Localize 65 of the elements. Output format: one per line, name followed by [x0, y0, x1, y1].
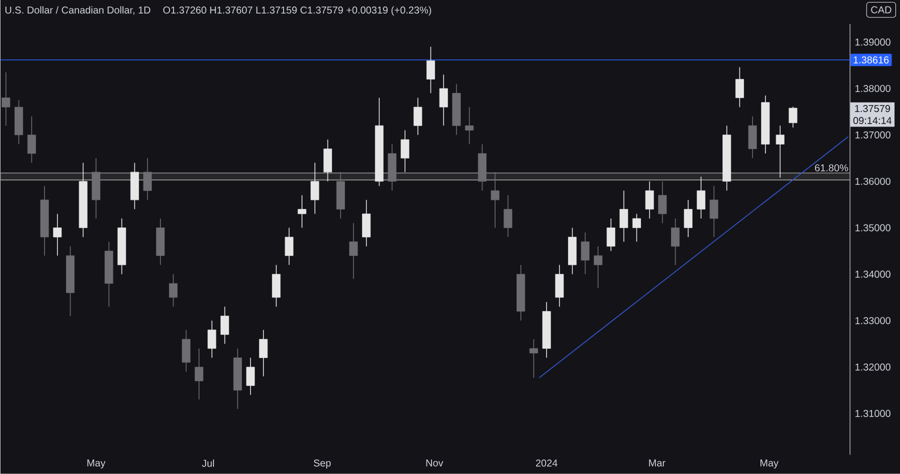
candlestick — [426, 46, 435, 94]
candlestick — [735, 66, 744, 108]
y-tick-label: 1.33000 — [855, 317, 890, 324]
candlestick — [529, 338, 538, 378]
candlestick — [776, 125, 784, 178]
candlestick — [194, 348, 204, 400]
candlestick — [620, 190, 628, 242]
candlestick — [2, 72, 10, 126]
candlestick — [27, 116, 36, 164]
ref-line-label: 1.38616 — [854, 56, 889, 64]
y-tick-label: 1.31000 — [855, 410, 890, 418]
candlestick — [400, 130, 410, 173]
candlestick — [324, 139, 332, 182]
x-tick-label: 2024 — [536, 460, 558, 467]
candlestick — [632, 214, 641, 242]
candlestick — [710, 186, 718, 238]
x-tick-label: Nov — [426, 460, 444, 467]
candlestick — [349, 222, 358, 280]
candlestick — [272, 264, 280, 308]
y-tick-label: 1.34000 — [855, 270, 890, 278]
candlestick — [580, 232, 590, 275]
candlestick — [53, 214, 62, 256]
candlestick — [606, 218, 616, 252]
candlestick — [246, 357, 255, 396]
candlestick — [284, 227, 294, 266]
candlestick — [220, 306, 230, 344]
x-tick-label: Jul — [202, 460, 214, 467]
candlestick — [671, 218, 680, 266]
y-tick-label: 1.38000 — [855, 85, 890, 92]
x-tick-label: Sep — [314, 460, 331, 469]
y-tick-label: 1.39000 — [855, 38, 890, 46]
x-tick-label: May — [760, 460, 779, 469]
y-tick-label: 1.37000 — [855, 132, 890, 139]
candlestick — [645, 181, 654, 219]
candlestick — [182, 330, 190, 372]
candlestick — [490, 172, 500, 228]
text: 1.37579 — [855, 105, 890, 112]
text: 09:14:14 — [853, 117, 892, 124]
candlestick — [788, 106, 798, 128]
candlestick — [362, 200, 371, 247]
candlestick — [143, 158, 152, 200]
x-tick-label: May — [87, 460, 106, 469]
band-label: 61.80% — [815, 164, 848, 172]
candlestick — [555, 264, 564, 308]
y-tick-label: 1.36000 — [855, 178, 890, 186]
candlestick — [298, 194, 306, 228]
candlestick — [414, 98, 422, 136]
candlestick — [594, 246, 602, 289]
text: CAD — [871, 6, 892, 14]
candlestick — [684, 200, 692, 238]
x-tick-label: Mar — [649, 460, 666, 467]
candlestick — [169, 274, 178, 308]
candlestick — [208, 320, 216, 358]
y-tick-label: 1.32000 — [855, 364, 890, 371]
chart-title: U.S. Dollar / Canadian Dollar, 1D — [5, 6, 150, 15]
candlestick — [658, 181, 667, 224]
candlestick — [439, 74, 448, 126]
chart-subtitle: O1.37260 H1.37607 L1.37159 C1.37579 +0.00319 (+0.23%) — [163, 6, 432, 16]
candlestick — [696, 176, 706, 219]
y-tick-label: 1.35000 — [855, 224, 890, 232]
candlestick — [310, 162, 320, 214]
candlestick — [465, 106, 474, 145]
candlestick — [748, 116, 757, 159]
candlestick — [259, 330, 268, 377]
candlestick — [504, 194, 512, 238]
